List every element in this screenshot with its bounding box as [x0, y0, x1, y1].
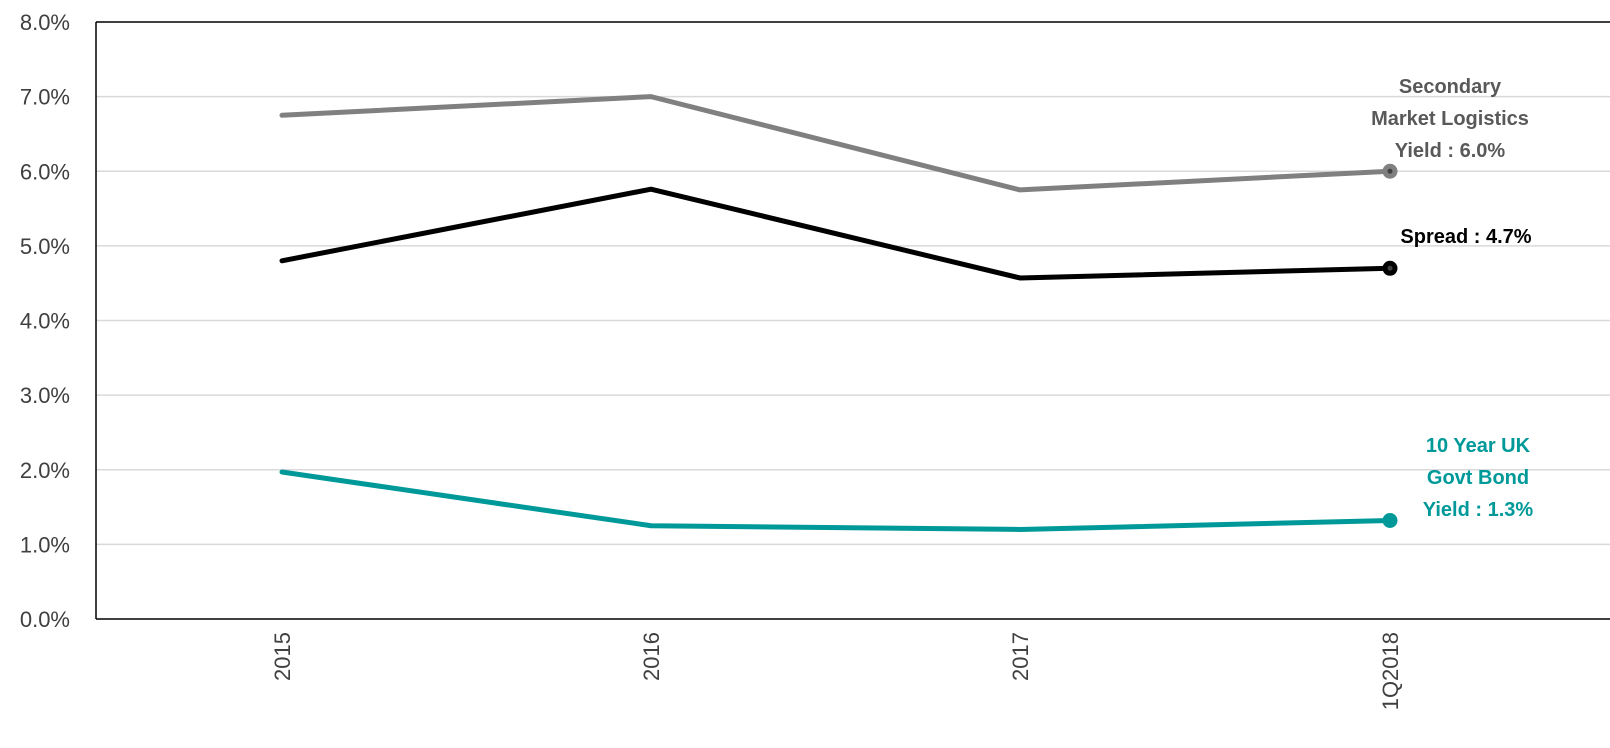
x-tick-label: 2015: [270, 632, 295, 681]
series-line-spread: [279, 186, 1393, 281]
data-point-center-spread: [1387, 265, 1393, 271]
series-line-secondary_yield: [279, 94, 1393, 193]
y-tick-label: 0.0%: [20, 607, 70, 632]
series-end-label: 10 Year UK: [1426, 435, 1531, 457]
y-tick-label: 5.0%: [20, 234, 70, 259]
x-tick-label: 2017: [1008, 632, 1033, 681]
series-end-label: Secondary: [1399, 76, 1502, 98]
y-tick-label: 7.0%: [20, 85, 70, 110]
data-point-center-gilt_yield: [1387, 517, 1393, 523]
y-tick-label: 2.0%: [20, 458, 70, 483]
x-tick-label: 1Q2018: [1378, 632, 1403, 710]
series-end-label: Market Logistics: [1371, 108, 1529, 130]
series-end-label: Spread : 4.7%: [1400, 226, 1531, 248]
y-tick-label: 1.0%: [20, 532, 70, 557]
series-end-label: Yield : 6.0%: [1395, 140, 1506, 162]
y-tick-label: 4.0%: [20, 309, 70, 334]
data-point-center-secondary_yield: [1387, 168, 1393, 174]
series-end-label: Govt Bond: [1427, 467, 1529, 489]
series-end-label: Yield : 1.3%: [1423, 499, 1534, 521]
series-line-gilt_yield: [279, 469, 1393, 532]
y-tick-label: 8.0%: [20, 10, 70, 35]
x-tick-label: 2016: [639, 632, 664, 681]
y-tick-label: 3.0%: [20, 383, 70, 408]
y-tick-label: 6.0%: [20, 159, 70, 184]
